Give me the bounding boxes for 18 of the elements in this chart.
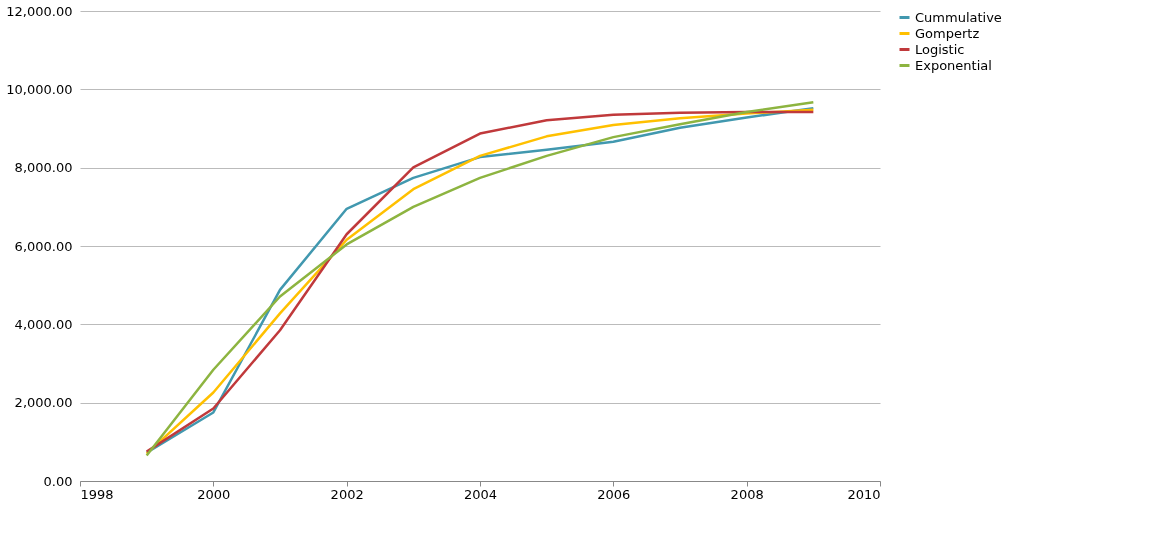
y-tick-label: 0.00: [43, 473, 73, 489]
y-tick-label: 4,000.00: [14, 316, 73, 332]
legend-label: Logistic: [915, 41, 965, 57]
legend-label: Gompertz: [915, 25, 980, 41]
x-tick-label: 2008: [730, 486, 764, 502]
y-tick-label: 10,000.00: [6, 81, 73, 97]
x-tick-label: 2006: [597, 486, 631, 502]
y-tick-label: 2,000.00: [14, 395, 73, 411]
x-tick-label: 2010: [847, 486, 881, 502]
x-tick-label: 1998: [80, 486, 114, 502]
y-tick-label: 12,000.00: [6, 3, 73, 19]
y-tick-label: 6,000.00: [14, 238, 73, 254]
x-tick-label: 2004: [463, 486, 498, 502]
x-tick-label: 2000: [197, 486, 231, 502]
legend-label: Exponential: [915, 57, 992, 73]
legend-label: Cummulative: [915, 9, 1002, 25]
x-tick-label: 2002: [330, 486, 364, 502]
y-tick-label: 8,000.00: [14, 160, 73, 176]
